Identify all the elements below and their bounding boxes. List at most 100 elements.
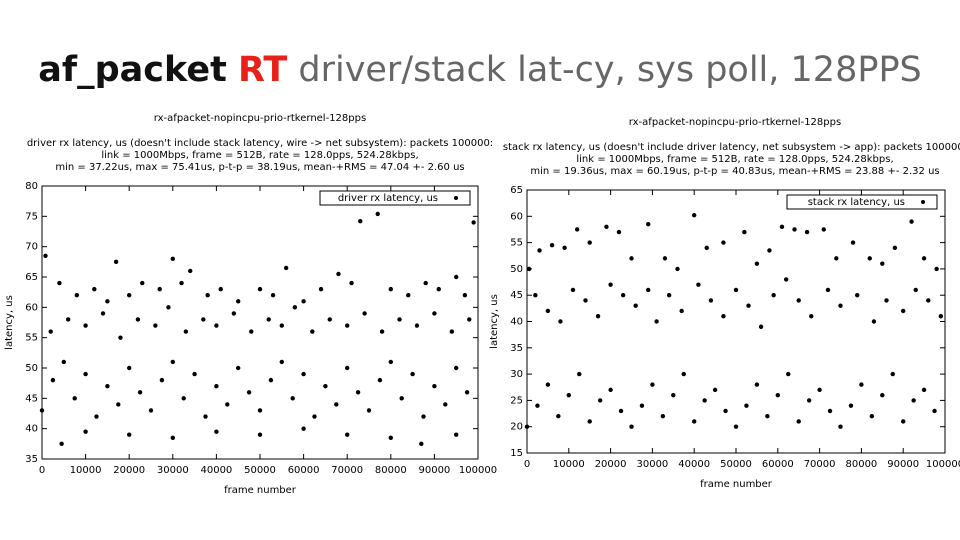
data-point <box>135 317 141 322</box>
data-point <box>616 229 622 235</box>
data-point <box>577 371 582 377</box>
data-point <box>462 293 468 298</box>
data-point <box>608 387 613 393</box>
data-point <box>157 286 162 292</box>
data-point <box>524 424 530 429</box>
data-point <box>118 335 123 340</box>
x-tick-label: 10000 <box>553 459 585 470</box>
data-point <box>179 280 184 286</box>
title-part: driver/stack lat-cy, sys poll, 128PPS <box>298 50 922 90</box>
data-point <box>880 261 885 266</box>
data-point <box>432 384 437 389</box>
chart-title: rx-afpacket-nopincpu-prio-rtkernel-128pp… <box>154 113 366 124</box>
data-point <box>432 311 437 316</box>
data-point <box>301 371 306 377</box>
data-point <box>397 317 402 322</box>
data-point <box>43 253 48 258</box>
data-point <box>214 384 219 389</box>
data-point <box>633 303 638 308</box>
data-point <box>323 384 328 389</box>
data-point <box>336 271 341 277</box>
data-point <box>61 359 66 365</box>
data-point <box>779 224 785 230</box>
slide-title: af_packet RT driver/stack lat-cy, sys po… <box>0 50 960 90</box>
data-point <box>595 314 601 319</box>
x-tick-label: 20000 <box>595 459 627 470</box>
chart-subtitle: link = 1000Mbps, frame = 512B, rate = 12… <box>101 150 418 161</box>
data-point <box>127 432 132 437</box>
data-point <box>742 229 747 235</box>
data-point <box>804 229 810 235</box>
chart-subtitle: link = 1000Mbps, frame = 512B, rate = 12… <box>576 154 893 165</box>
x-tick-label: 70000 <box>331 465 363 476</box>
data-point <box>236 299 241 304</box>
x-tick-label: 60000 <box>762 459 794 470</box>
data-point <box>771 293 776 298</box>
data-point <box>192 371 197 377</box>
data-point <box>345 432 350 437</box>
data-point <box>537 248 542 253</box>
data-point <box>301 426 306 431</box>
x-tick-label: 20000 <box>113 465 145 476</box>
data-point <box>467 317 472 322</box>
data-point <box>83 371 88 377</box>
data-point <box>913 287 918 293</box>
y-tick-label: 35 <box>510 343 523 354</box>
chart-title: rx-afpacket-nopincpu-prio-rtkernel-128pp… <box>629 117 841 128</box>
legend-label: stack rx latency, us <box>808 197 905 208</box>
data-point <box>283 265 289 271</box>
data-point <box>201 317 206 322</box>
data-point <box>48 329 53 334</box>
data-point <box>901 308 906 314</box>
data-point <box>214 429 219 434</box>
data-point <box>556 413 561 419</box>
data-point <box>464 390 470 395</box>
data-point <box>127 293 132 298</box>
data-point <box>932 408 937 414</box>
data-point <box>231 311 237 316</box>
data-point <box>318 286 324 292</box>
data-point <box>349 280 354 286</box>
data-point <box>246 390 252 395</box>
data-point <box>587 419 592 424</box>
data-point <box>666 293 672 298</box>
data-point <box>809 314 814 319</box>
data-point <box>140 280 145 286</box>
data-point <box>817 387 822 393</box>
data-point <box>660 413 666 419</box>
x-tick-label: 90000 <box>418 465 450 476</box>
data-point <box>692 213 697 218</box>
data-point <box>796 298 801 303</box>
x-tick-label: 10000 <box>70 465 102 476</box>
x-tick-label: 0 <box>39 465 45 476</box>
data-point <box>723 408 728 414</box>
x-tick-label: 100000 <box>459 465 497 476</box>
x-tick-label: 0 <box>524 459 530 470</box>
x-tick-label: 90000 <box>887 459 919 470</box>
y-tick-label: 80 <box>25 181 38 192</box>
data-point <box>926 298 931 303</box>
data-point <box>388 359 393 365</box>
data-point <box>92 286 97 292</box>
data-point <box>696 282 701 287</box>
data-point <box>105 299 110 304</box>
y-tick-label: 50 <box>25 363 38 374</box>
data-point <box>410 371 415 377</box>
data-point <box>671 392 676 398</box>
data-point <box>535 403 540 408</box>
data-point <box>170 359 175 365</box>
y-tick-label: 60 <box>25 302 38 313</box>
data-point <box>775 392 780 398</box>
data-point <box>270 293 276 298</box>
y-tick-label: 55 <box>25 333 38 344</box>
data-point <box>218 286 223 292</box>
data-point <box>654 319 659 324</box>
data-point <box>312 414 317 419</box>
data-point <box>345 365 350 371</box>
data-point <box>796 419 801 424</box>
data-point <box>746 303 751 308</box>
data-point <box>938 314 944 319</box>
data-point <box>838 303 843 308</box>
data-point <box>562 245 567 251</box>
x-tick-label: 30000 <box>157 465 189 476</box>
